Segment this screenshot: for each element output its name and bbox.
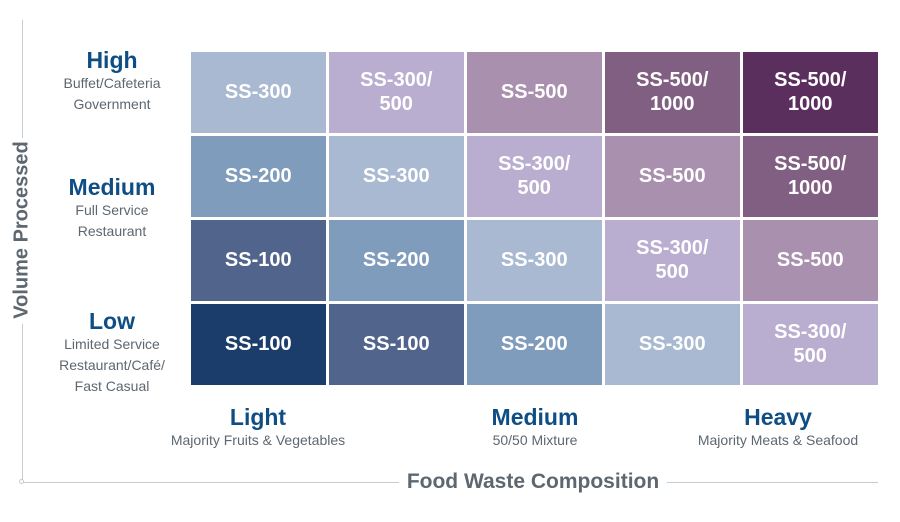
matrix-cell: SS-200 (329, 220, 464, 301)
matrix-cell: SS-100 (191, 304, 326, 385)
row-desc: Restaurant/Café/ (59, 357, 165, 373)
column-label-light: Light Majority Fruits & Vegetables (138, 404, 378, 451)
matrix-cell: SS-300/ 500 (743, 304, 878, 385)
column-desc: 50/50 Mixture (492, 432, 578, 448)
y-axis-line-top (22, 20, 23, 138)
matrix-cell: SS-500/ 1000 (743, 136, 878, 217)
matrix-cell: SS-300 (191, 52, 326, 133)
matrix-cell: SS-200 (191, 136, 326, 217)
matrix-cell: SS-500 (467, 52, 602, 133)
row-desc: Full Service (75, 202, 149, 218)
y-axis-line-bottom (22, 324, 23, 482)
column-level: Light (229, 404, 287, 430)
matrix-cell: SS-200 (467, 304, 602, 385)
matrix-cell: SS-300/ 500 (329, 52, 464, 133)
x-axis-line-left (22, 482, 399, 483)
row-desc: Government (73, 96, 151, 112)
row-desc: Restaurant (77, 223, 147, 239)
row-label-low: Low Limited Service Restaurant/Café/ Fas… (42, 308, 182, 397)
matrix-cell: SS-300/ 500 (467, 136, 602, 217)
row-desc: Limited Service (64, 336, 160, 352)
column-label-heavy: Heavy Majority Meats & Seafood (658, 404, 898, 451)
row-label-high: High Buffet/Cafeteria Government (42, 47, 182, 115)
column-label-medium: Medium 50/50 Mixture (415, 404, 655, 451)
matrix-cell: SS-300 (329, 136, 464, 217)
matrix-cell: SS-300/ 500 (605, 220, 740, 301)
axis-origin (19, 479, 24, 484)
matrix-cell: SS-300 (605, 304, 740, 385)
row-level: High (86, 47, 138, 73)
column-desc: Majority Meats & Seafood (697, 432, 859, 448)
row-label-medium: Medium Full Service Restaurant (42, 174, 182, 242)
column-level: Heavy (744, 404, 812, 430)
matrix-cell: SS-300 (467, 220, 602, 301)
row-desc: Buffet/Cafeteria (63, 75, 161, 91)
matrix-cell: SS-500 (605, 136, 740, 217)
matrix-cell: SS-100 (329, 304, 464, 385)
y-axis-title: Volume Processed (10, 141, 33, 319)
matrix-cell: SS-500/ 1000 (743, 52, 878, 133)
product-matrix: SS-300 SS-300/ 500 SS-500 SS-500/ 1000 SS-50… (191, 52, 878, 385)
matrix-cell: SS-100 (191, 220, 326, 301)
column-level: Medium (491, 404, 579, 430)
column-desc: Majority Fruits & Vegetables (170, 432, 346, 448)
row-level: Low (89, 308, 135, 334)
matrix-cell: SS-500 (743, 220, 878, 301)
row-level: Medium (68, 174, 156, 200)
matrix-cell: SS-500/ 1000 (605, 52, 740, 133)
row-desc: Fast Casual (74, 378, 150, 394)
x-axis-title: Food Waste Composition (406, 470, 660, 493)
x-axis-line-right (667, 482, 878, 483)
